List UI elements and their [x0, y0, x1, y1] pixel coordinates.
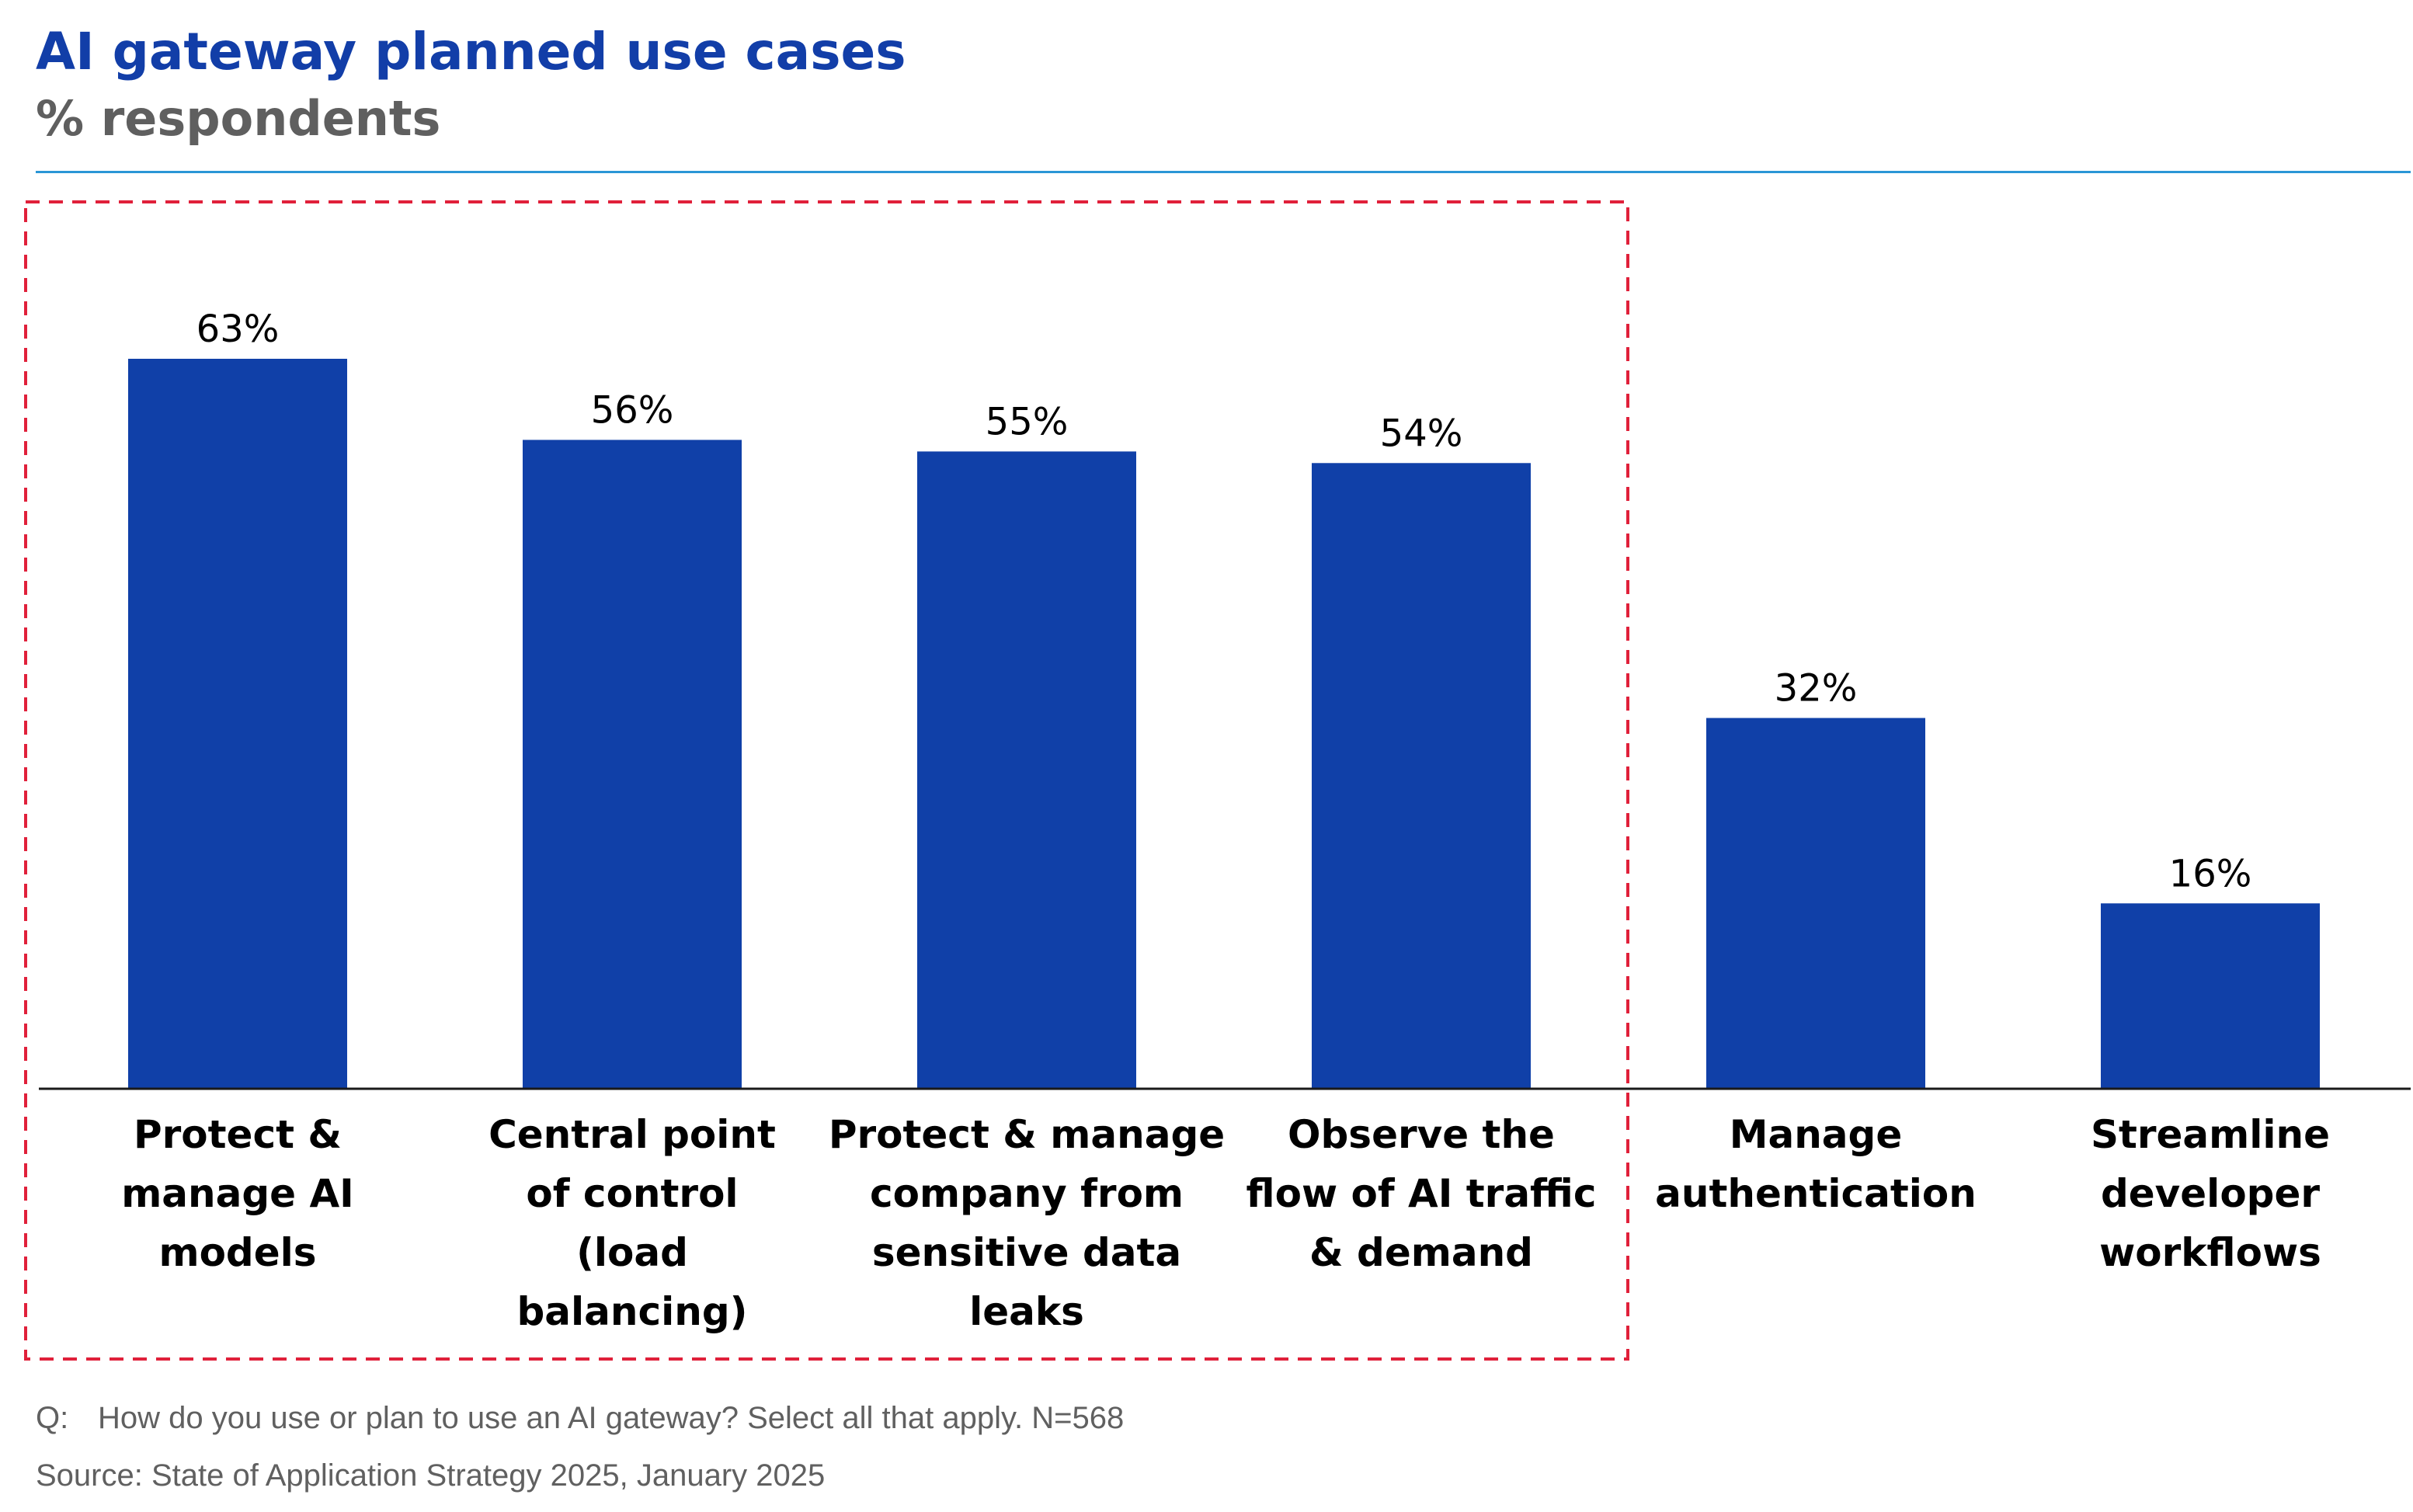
question-prefix: Q: [36, 1401, 69, 1435]
category-label: Protect & manage company from sensitive da… [829, 1112, 1225, 1334]
bar-value-label: 16% [2169, 852, 2252, 895]
chart-title: AI gateway planned use cases [36, 22, 906, 82]
highlight-box [24, 200, 1629, 1361]
question-text: How do you use or plan to use an AI gate… [98, 1401, 1125, 1435]
bar [128, 359, 347, 1089]
bar-value-label: 55% [986, 400, 1069, 443]
bar [917, 451, 1136, 1089]
bar [2101, 903, 2320, 1089]
bar-value-label: 54% [1380, 412, 1463, 455]
bar [523, 440, 742, 1089]
category-label: Protect & manage AI models [121, 1112, 354, 1275]
category-label: Streamline developer workflows [2091, 1112, 2330, 1275]
category-label: Central point of control (load balancing) [489, 1112, 776, 1334]
category-label: Observe the flow of AI traffic & demand [1246, 1112, 1597, 1275]
title-divider [36, 171, 2411, 173]
bar-value-label: 32% [1775, 667, 1858, 711]
chart-subtitle: % respondents [36, 90, 441, 147]
bar [1706, 718, 1925, 1089]
bar-value-label: 56% [591, 388, 674, 432]
bar [1312, 463, 1531, 1089]
survey-question: Q: How do you use or plan to use an AI ga… [36, 1398, 1124, 1438]
bar-chart: 63% Protect & manage AI models 56% Central po… [24, 200, 2411, 1361]
category-label: Manage authentication [1655, 1112, 1977, 1216]
bar-value-label: 63% [196, 308, 280, 351]
source-note: Source: State of Application Strategy 20… [36, 1458, 826, 1493]
